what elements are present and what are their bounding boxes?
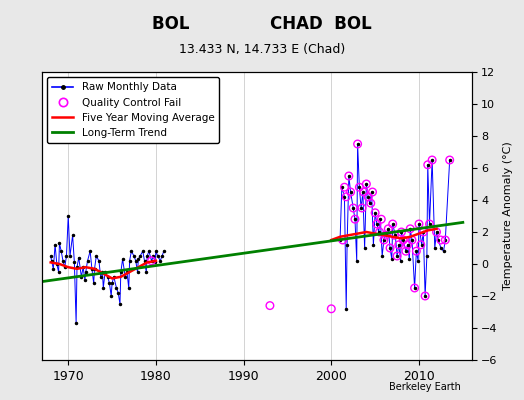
Point [445,157,454,163]
Point [375,229,384,235]
Text: 13.433 N, 14.733 E (Chad): 13.433 N, 14.733 E (Chad) [179,44,345,56]
Point [359,189,368,195]
Point [362,181,370,187]
Point [340,184,348,190]
Legend: Raw Monthly Data, Quality Control Fail, Five Year Moving Average, Long-Term Tren: Raw Monthly Data, Quality Control Fail, … [47,77,220,143]
Point [364,194,373,200]
Point [380,237,388,243]
Point [371,210,379,216]
Point [395,242,403,248]
Point [386,245,394,251]
Point [401,248,410,254]
Point [428,157,436,163]
Point [441,237,450,243]
Point [397,229,406,235]
Point [377,216,386,222]
Point [410,285,419,291]
Point [425,221,434,227]
Point [408,237,416,243]
Point [367,200,375,206]
Point [432,229,441,235]
Point [355,184,364,190]
Point [423,162,432,168]
Point [351,216,359,222]
Point [381,232,390,238]
Point [421,293,429,299]
Point [339,237,347,243]
Point [349,205,357,211]
Point [390,232,399,238]
Point [393,253,401,259]
Point [346,189,355,195]
Point [342,194,351,200]
Point [384,226,392,232]
Point [327,306,335,312]
Y-axis label: Temperature Anomaly (°C): Temperature Anomaly (°C) [504,142,514,290]
Point [266,302,274,309]
Point [345,173,353,179]
Point [436,237,445,243]
Text: Berkeley Earth: Berkeley Earth [389,382,461,392]
Point [368,189,377,195]
Point [403,242,412,248]
Point [358,205,366,211]
Point [415,221,423,227]
Point [399,237,407,243]
Point [353,141,362,147]
Point [388,221,397,227]
Point [412,248,421,254]
Text: BOL              CHAD  BOL: BOL CHAD BOL [152,15,372,33]
Point [373,221,381,227]
Point [419,229,428,235]
Point [406,226,414,232]
Point [147,258,156,264]
Point [417,242,425,248]
